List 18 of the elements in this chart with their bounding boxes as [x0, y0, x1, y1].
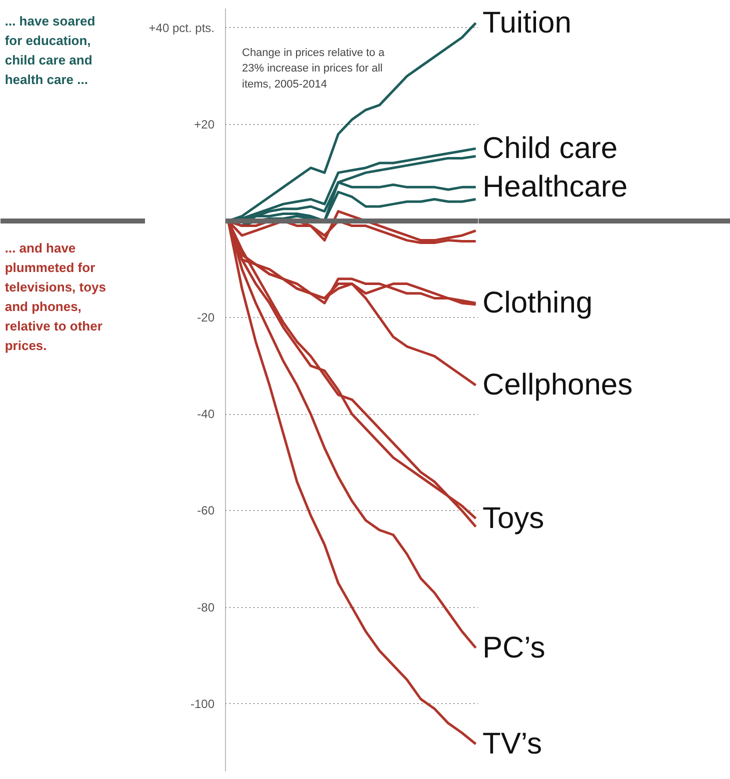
y-tick-label: -60 [197, 504, 215, 518]
y-tick-label: +40 pct. pts. [148, 20, 215, 35]
series-label: Tuition [482, 6, 572, 40]
series-label: TV’s [482, 727, 542, 760]
y-tick-label: +20 [194, 117, 215, 132]
y-tick-label: -100 [190, 696, 215, 711]
series-label: Child care [482, 132, 618, 166]
series-label: Cellphones [482, 368, 633, 402]
series-label: Toys [482, 502, 544, 535]
annotation: Change in prices relative to a 23% increase in prices for all items, 2005-2014 [242, 47, 386, 90]
text: ... and have plummeted for televisions, toys and phones, relative to other prices. [4, 240, 106, 353]
y-tick-label: -40 [197, 407, 215, 422]
y-tick-label: -80 [197, 600, 215, 614]
series-label: PC’s [482, 631, 546, 664]
y-tick-label: -20 [197, 310, 215, 325]
series-label: Clothing [482, 286, 593, 320]
series-label: Healthcare [482, 170, 628, 204]
text: ... have soared for education, child care and health care ... [4, 13, 96, 87]
